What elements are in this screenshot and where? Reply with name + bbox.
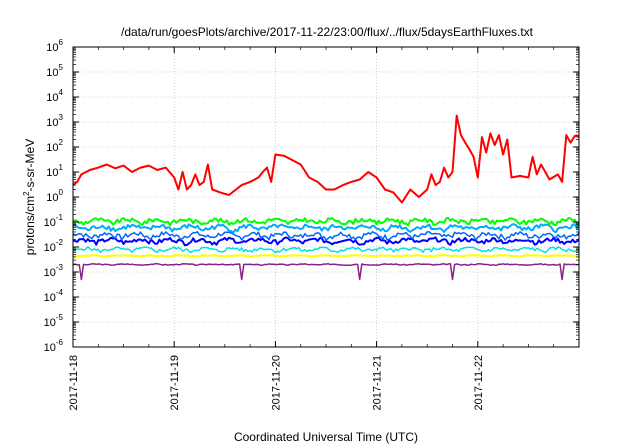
series-line — [72, 262, 580, 281]
grid-lines — [73, 47, 579, 347]
series-line — [72, 231, 580, 241]
y-tick-base: 10 — [44, 342, 56, 354]
y-tick-label: 106 — [46, 38, 63, 54]
y-tick-base: 10 — [46, 142, 58, 154]
y-tick-base: 10 — [46, 167, 58, 179]
y-tick-exp: 2 — [59, 138, 64, 147]
x-tick-label: 2017-11-21 — [372, 355, 384, 410]
y-tick-exp: -5 — [56, 313, 64, 322]
x-tick-labels: 2017-11-18 2017-11-19 2017-11-20 2017-11-21… — [68, 355, 485, 410]
x-tick-label: 2017-11-20 — [270, 355, 282, 410]
y-tick-label: 102 — [46, 138, 63, 154]
chart-title: /data/run/goesPlots/archive/2017-11-22/2… — [121, 25, 534, 39]
x-tick-label: 2017-11-22 — [473, 355, 485, 410]
y-tick-exp: -2 — [56, 238, 64, 247]
axis-ticks — [72, 46, 579, 348]
y-tick-base: 10 — [46, 92, 58, 104]
y-tick-label: 105 — [46, 63, 63, 79]
y-tick-exp: 3 — [59, 113, 64, 122]
y-axis-label: protons/cm2-s-sr-MeV — [22, 139, 37, 255]
y-tick-label: 10-5 — [44, 313, 64, 329]
y-tick-exp: -3 — [56, 263, 64, 272]
series-line — [72, 236, 580, 247]
y-tick-base: 10 — [44, 292, 56, 304]
y-tick-label: 101 — [46, 163, 63, 179]
y-tick-base: 10 — [44, 242, 56, 254]
y-tick-label: 10-4 — [44, 288, 64, 304]
y-tick-exp: -6 — [56, 338, 64, 347]
y-tick-label: 100 — [46, 188, 63, 204]
y-tick-base: 10 — [46, 67, 58, 79]
series-line — [72, 223, 580, 234]
y-tick-base: 10 — [46, 42, 58, 54]
series-line — [72, 246, 580, 254]
series-line — [72, 254, 580, 258]
y-axis-label-rest: -s-sr-MeV — [23, 139, 37, 192]
y-tick-base: 10 — [46, 192, 58, 204]
y-tick-exp: 1 — [59, 163, 64, 172]
x-axis-label: Coordinated Universal Time (UTC) — [234, 430, 418, 444]
y-axis-label-sup: 2 — [22, 191, 31, 196]
y-tick-label: 103 — [46, 113, 63, 129]
y-axis-label-main: protons/cm — [23, 196, 37, 255]
y-tick-base: 10 — [46, 117, 58, 129]
x-tick-label: 2017-11-19 — [169, 355, 181, 410]
y-tick-label: 10-2 — [44, 238, 64, 254]
y-tick-label: 10-3 — [44, 263, 64, 279]
series-line — [72, 114, 580, 204]
y-tick-exp: 5 — [59, 63, 64, 72]
y-tick-exp: -1 — [56, 213, 64, 222]
y-tick-label: 10-1 — [44, 213, 64, 229]
y-tick-exp: -4 — [56, 288, 64, 297]
y-tick-exp: 4 — [59, 88, 64, 97]
series-line — [72, 216, 580, 227]
y-tick-label: 104 — [46, 88, 63, 104]
series-layer — [72, 114, 580, 281]
y-tick-labels: 10-610-510-410-310-210-11001011021031041… — [44, 38, 64, 354]
y-tick-base: 10 — [44, 317, 56, 329]
x-tick-label: 2017-11-18 — [68, 355, 80, 410]
y-tick-label: 10-6 — [44, 338, 64, 354]
y-tick-base: 10 — [44, 267, 56, 279]
y-tick-exp: 0 — [59, 188, 64, 197]
y-tick-base: 10 — [44, 217, 56, 229]
y-tick-exp: 6 — [59, 38, 64, 47]
